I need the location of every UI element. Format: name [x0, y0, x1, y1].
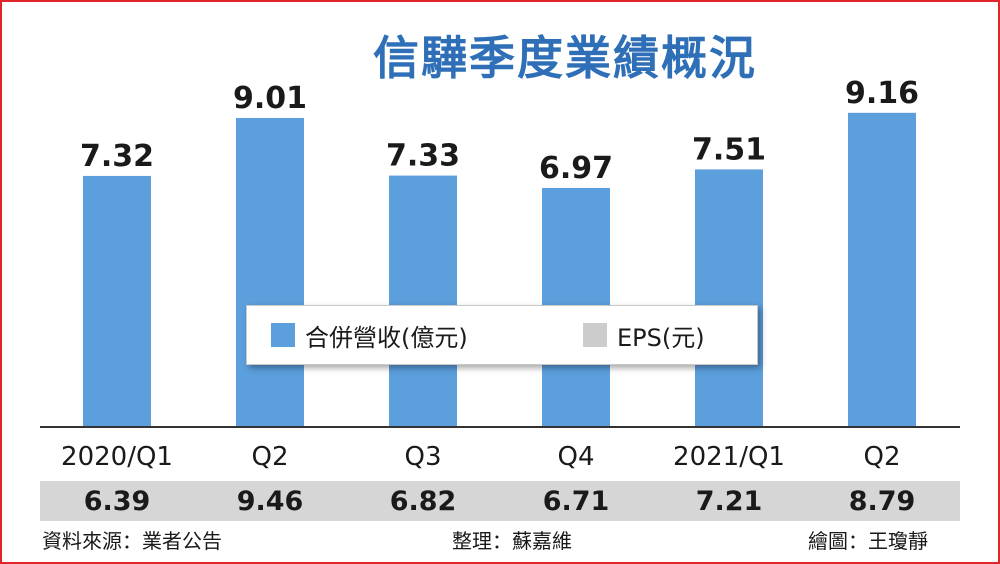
- editor-credit: 整理：蘇嘉維: [452, 529, 572, 553]
- legend-swatch-eps: [583, 323, 607, 347]
- legend-label-eps: EPS(元): [617, 323, 705, 352]
- legend-swatch-revenue: [271, 323, 295, 347]
- revenue-value-label: 7.51: [692, 132, 766, 167]
- revenue-bar: [848, 112, 916, 427]
- eps-row: [40, 481, 960, 521]
- revenue-value-label: 9.01: [233, 81, 307, 116]
- illustrator-credit: 繪圖：王瓊靜: [808, 529, 928, 553]
- category-label: 2020/Q1: [61, 442, 173, 472]
- eps-value-label: 9.46: [236, 486, 304, 517]
- eps-value-label: 6.39: [83, 486, 151, 517]
- eps-value-label: 6.71: [542, 486, 610, 517]
- eps-value-label: 6.82: [389, 486, 457, 517]
- category-label: Q3: [404, 442, 442, 472]
- legend-item-revenue: 合併營收(億元): [271, 320, 468, 352]
- category-label: 2021/Q1: [673, 442, 785, 472]
- revenue-value-label: 6.97: [539, 151, 613, 186]
- eps-value-label: 7.21: [695, 486, 763, 517]
- legend-label-revenue: 合併營收(億元): [305, 323, 468, 352]
- legend-item-eps: EPS(元): [583, 320, 705, 352]
- chart-title: 信驊季度業績概況: [373, 31, 757, 85]
- revenue-bar: [695, 169, 763, 428]
- category-label: Q2: [251, 442, 289, 472]
- revenue-bar: [389, 175, 457, 427]
- category-label: Q4: [557, 442, 595, 472]
- legend: 合併營收(億元) EPS(元): [246, 305, 758, 365]
- revenue-bar: [83, 175, 151, 427]
- revenue-value-label: 7.32: [80, 139, 154, 174]
- revenue-value-label: 9.16: [845, 76, 919, 111]
- eps-value-label: 8.79: [848, 486, 916, 517]
- category-label: Q2: [863, 442, 901, 472]
- revenue-bar: [236, 117, 304, 427]
- source-note: 資料來源：業者公告: [42, 529, 222, 553]
- revenue-value-label: 7.33: [386, 139, 460, 174]
